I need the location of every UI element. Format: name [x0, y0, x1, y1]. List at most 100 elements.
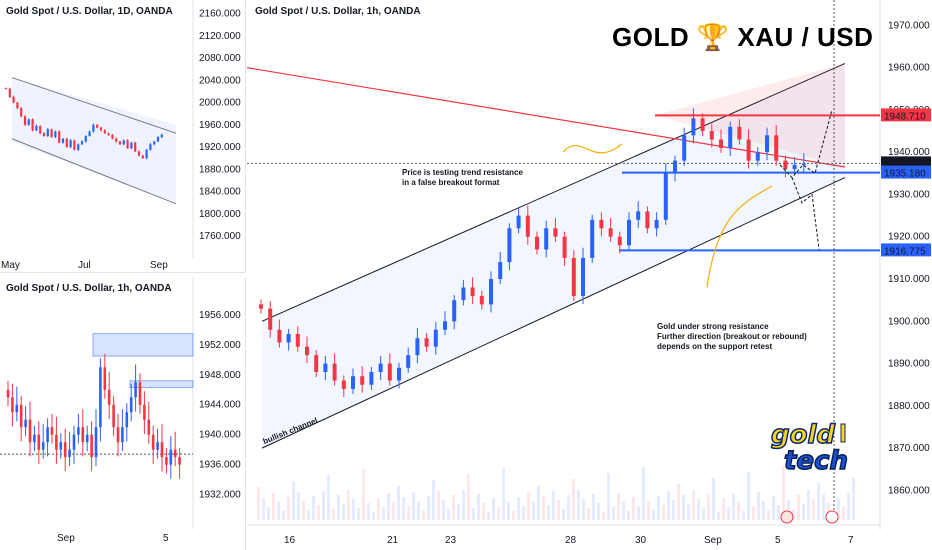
volume-bar [567, 495, 570, 520]
volume-bar [557, 500, 560, 520]
main-candle [682, 135, 687, 161]
volume-bar [382, 507, 385, 520]
volume-bar [477, 494, 480, 520]
volume-bar [732, 493, 735, 520]
hourly-small-chart-svg[interactable]: 1956.000 1952.000 1948.000 1944.000 1940.000… [0, 277, 245, 550]
volume-bar [412, 492, 415, 520]
daily-candle [23, 116, 27, 125]
volume-bar [817, 483, 820, 520]
volume-bar [842, 507, 845, 520]
volume-bar [712, 478, 715, 520]
volume-bar [432, 480, 435, 520]
volume-bar [752, 506, 755, 520]
small-y-tick: 1932.000 [199, 490, 241, 501]
daily-candle [54, 131, 57, 138]
volume-bar [527, 492, 530, 520]
logo-candle-icon [840, 423, 846, 443]
volume-bar [417, 501, 420, 520]
volume-bar [422, 510, 425, 520]
small-candle [112, 404, 115, 428]
daily-y-tick: 1800.000 [199, 209, 241, 220]
daily-y-tick: 1960.000 [199, 120, 241, 131]
resistance-note-line-1: Price is testing trend resistance [402, 168, 523, 177]
daily-x-tick: Jul [78, 260, 91, 271]
daily-candle [58, 131, 61, 143]
main-x-tick: 7 [848, 535, 854, 546]
main-candle [378, 363, 383, 373]
main-chart-svg[interactable]: 1970.0001960.0001950.0001940.0001930.000… [247, 0, 932, 550]
volume-bar [727, 507, 730, 520]
volume-bar [702, 508, 705, 520]
small-candle [11, 397, 14, 413]
main-y-tick: 1940.000 [888, 147, 930, 158]
main-x-tick: 16 [284, 535, 296, 546]
daily-candle [149, 144, 152, 150]
main-candle [452, 300, 457, 322]
volume-bar [582, 499, 585, 520]
hourly-small-chart-panel[interactable]: Gold Spot / U.S. Dollar, 1h, OANDA 1956.… [0, 277, 246, 550]
volume-bar [362, 469, 365, 520]
daily-channel-lower [11, 138, 177, 205]
daily-candle [145, 149, 148, 159]
price-label: 1937.355 [884, 159, 926, 170]
volume-bar [502, 468, 505, 520]
volume-bar [317, 505, 320, 520]
daily-candle [118, 141, 122, 145]
main-candle [654, 219, 659, 229]
main-candle [360, 376, 365, 385]
daily-candle [130, 142, 133, 149]
daily-candle [137, 151, 141, 156]
main-candle [535, 236, 539, 250]
volume-bar [837, 498, 840, 520]
volume-bar [587, 508, 590, 520]
volume-bar [337, 495, 340, 520]
volume-bar [472, 508, 475, 520]
volume-bar [327, 475, 330, 520]
main-candle [571, 257, 576, 296]
main-y-tick: 1860.000 [888, 485, 930, 496]
volume-bar [737, 502, 740, 520]
main-x-tick: 5 [775, 535, 781, 546]
daily-candle [4, 88, 8, 90]
daily-y-tick: 2000.000 [199, 98, 241, 109]
main-chart-panel[interactable]: 1970.0001960.0001950.0001940.0001930.000… [247, 0, 932, 550]
daily-candle [88, 131, 91, 136]
daily-y-tick: 1880.000 [199, 164, 241, 175]
support-note-line-3: depends on the support retest [657, 342, 773, 351]
volume-bar [307, 510, 310, 520]
main-candle [755, 152, 760, 161]
main-candle [268, 308, 273, 330]
main-candle [783, 160, 788, 170]
resistance-arrow [562, 143, 623, 154]
volume-bar [797, 495, 800, 520]
daily-candle [103, 130, 106, 134]
daily-candle [42, 133, 46, 136]
main-candle [397, 367, 401, 381]
small-candle [81, 427, 85, 443]
volume-bar [577, 490, 580, 520]
volume-bar [537, 485, 540, 520]
daily-chart-svg[interactable]: 2160.000 2120.000 2080.000 2040.000 2000.000… [0, 0, 245, 272]
daily-chart-panel[interactable]: Gold Spot / U.S. Dollar, 1D, OANDA 2160.… [0, 0, 246, 273]
main-y-tick: 1920.000 [888, 232, 930, 243]
daily-y-tick: 2120.000 [199, 31, 241, 42]
main-candle [801, 163, 806, 165]
daily-y-tick: 1920.000 [199, 142, 241, 153]
main-candle [525, 215, 530, 237]
volume-bar [592, 494, 595, 520]
volume-bar [757, 492, 760, 520]
volume-bar [332, 509, 335, 520]
main-x-tick: 23 [445, 535, 457, 546]
small-candle [116, 427, 120, 443]
small-candle [99, 367, 102, 428]
small-candle [165, 457, 168, 465]
main-candle [581, 257, 585, 296]
logo-gold-text: gold [770, 419, 836, 451]
price-label: 1916.775 [884, 246, 926, 257]
small-y-tick: 1940.000 [199, 430, 241, 441]
main-candle [443, 321, 447, 330]
volume-bar [827, 503, 830, 520]
volume-bar [542, 496, 545, 520]
small-candle [134, 382, 137, 398]
daily-candle [16, 102, 19, 109]
